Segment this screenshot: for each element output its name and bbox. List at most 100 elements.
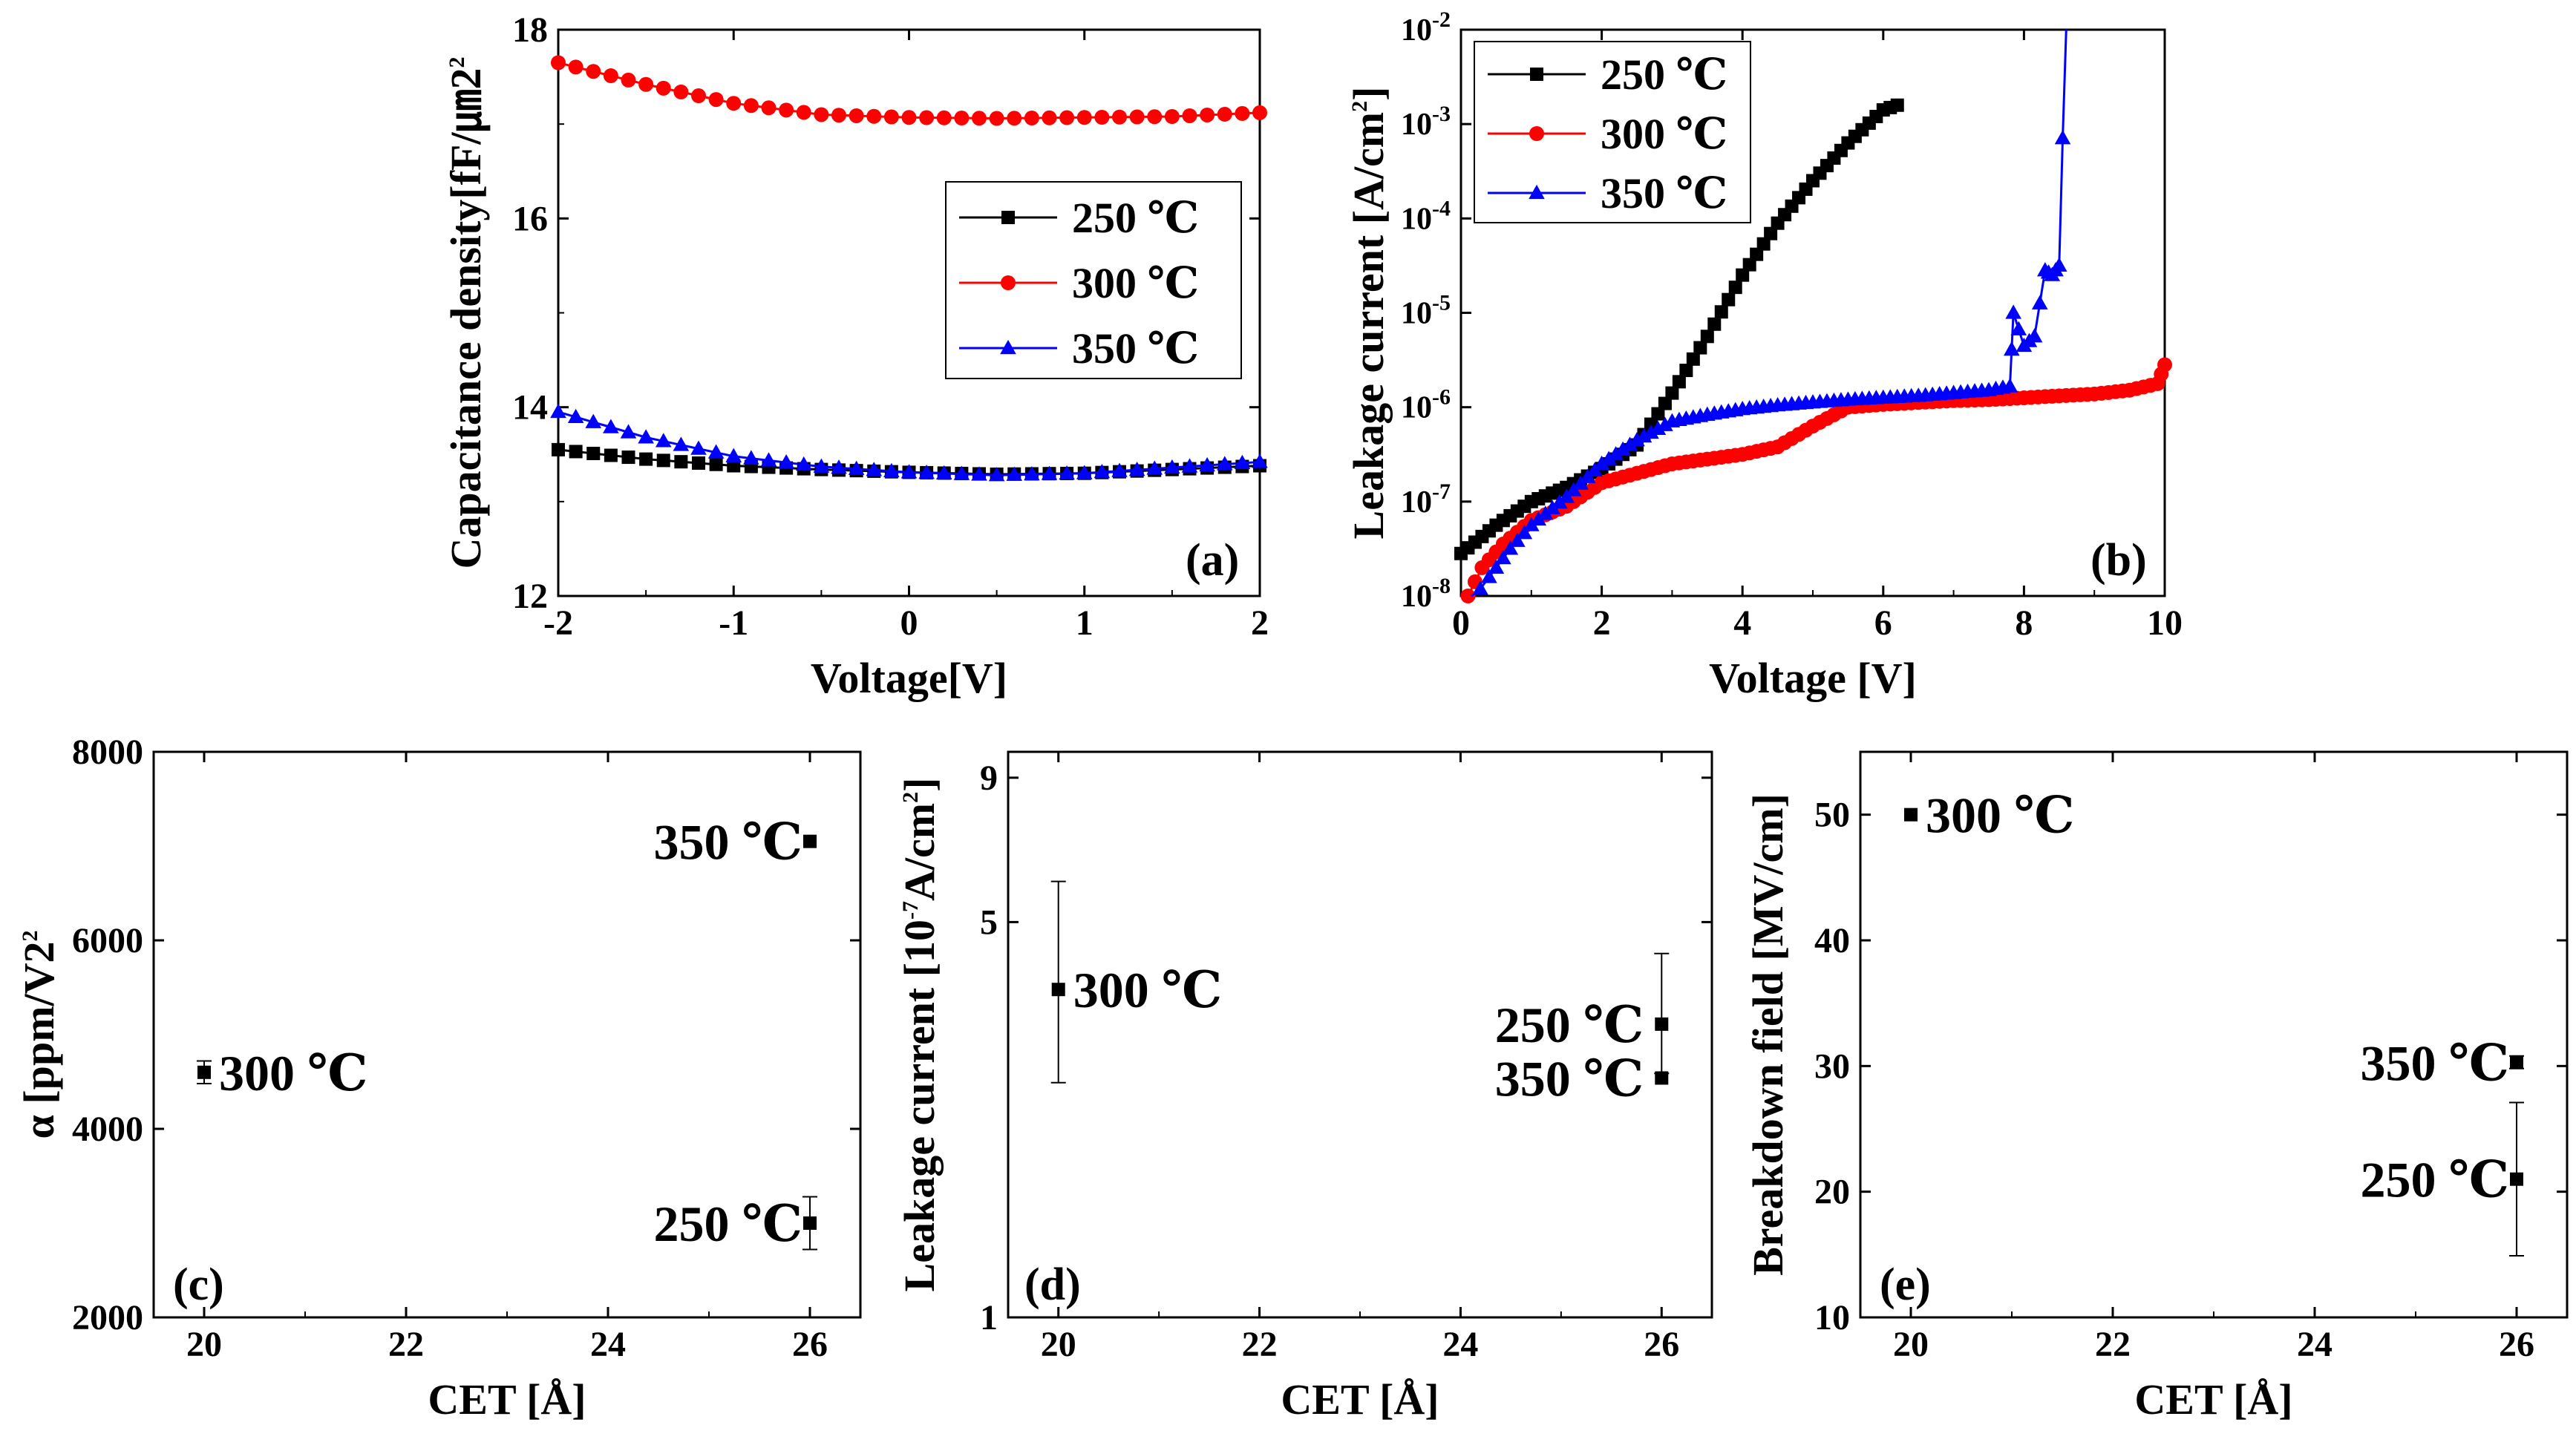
- data-point: [1128, 461, 1145, 476]
- x-tick-label: -1: [719, 603, 748, 643]
- legend-entry: 350 ℃: [1072, 324, 1199, 373]
- data-point: [1621, 436, 1638, 451]
- data-point: [1059, 465, 1075, 480]
- data-point: [1481, 569, 1497, 583]
- x-tick-label: 1: [1076, 603, 1094, 643]
- data-point-250℃: 250 ℃: [1495, 952, 1670, 1075]
- data-point: [1650, 420, 1667, 436]
- data-point: [707, 444, 725, 459]
- data-point: [1593, 455, 1610, 471]
- x-tick-label: 20: [1041, 1325, 1076, 1364]
- legend-box: [945, 181, 1242, 379]
- y-tick-label: 5: [980, 902, 998, 942]
- y-tick-exponent: -3: [1432, 102, 1451, 126]
- legend-marker: [1530, 68, 1543, 81]
- data-point: [919, 110, 935, 125]
- data-point: [1635, 427, 1653, 443]
- y-tick-label: 4000: [72, 1110, 143, 1149]
- series-350℃: [550, 403, 1268, 482]
- x-tick-label: 2: [1593, 603, 1611, 643]
- data-point: [1059, 110, 1075, 125]
- data-marker: [2510, 1055, 2523, 1069]
- y-tick-label: 14: [512, 388, 548, 427]
- legend-entry: 300 ℃: [1601, 110, 1727, 158]
- x-tick-label: 10: [2147, 603, 2183, 643]
- legend-marker: [1001, 211, 1015, 224]
- data-point: [603, 68, 618, 84]
- data-point: [1764, 226, 1778, 240]
- y-axis-label-end: ]: [1344, 87, 1393, 101]
- data-point: [954, 111, 970, 126]
- legend-entry: 250 ℃: [1601, 50, 1727, 99]
- data-point: [1024, 111, 1039, 126]
- data-point: [673, 84, 689, 99]
- point-label: 300 ℃: [219, 1045, 367, 1101]
- data-point: [1672, 375, 1686, 389]
- data-point: [1679, 364, 1693, 378]
- data-point: [1006, 466, 1023, 481]
- data-marker: [803, 834, 817, 848]
- chart-panel-c: 20 22 24 26 2000 4000 6000 8000 300 ℃ 350 ℃ 250 ℃ C…: [15, 733, 862, 1424]
- data-point: [1756, 237, 1771, 251]
- x-tick-label: 6: [1874, 603, 1892, 643]
- data-point: [725, 448, 742, 462]
- y-tick-label: 20: [1814, 1173, 1850, 1212]
- y-axis-label: α [ppm/V22: [15, 930, 63, 1139]
- x-tick-label: 8: [2015, 603, 2033, 643]
- data-point-250℃: 250 ℃: [2361, 1101, 2524, 1257]
- y-tick-label: 1: [980, 1298, 998, 1337]
- data-point: [2054, 130, 2071, 145]
- data-point: [935, 465, 952, 480]
- data-marker: [1655, 1017, 1669, 1031]
- y-tick-exponent: -7: [1432, 479, 1451, 504]
- point-label: 300 ℃: [1926, 787, 2074, 844]
- y-tick-base: 10: [1401, 202, 1432, 236]
- data-point: [604, 448, 618, 462]
- data-point: [1714, 305, 1728, 319]
- data-point: [1488, 559, 1505, 574]
- data-point: [866, 462, 883, 476]
- data-point: [1024, 466, 1040, 481]
- data-point: [1076, 465, 1093, 479]
- point-label: 350 ℃: [1495, 1050, 1644, 1107]
- data-point: [674, 455, 688, 469]
- y-tick-label: 10-3: [1401, 102, 1451, 142]
- data-point: [1199, 456, 1215, 472]
- data-point: [953, 465, 970, 480]
- y-tick-label: 9: [980, 759, 998, 798]
- x-tick-label: 26: [792, 1325, 828, 1364]
- data-point: [551, 55, 566, 71]
- data-point: [989, 111, 1004, 126]
- y-axis-label-mid: A/cm: [895, 803, 944, 901]
- data-point: [1041, 465, 1058, 480]
- y-axis-label: Breakdown field [MV/cm]: [1744, 793, 1792, 1276]
- data-point: [691, 88, 706, 104]
- legend-marker: [1529, 126, 1544, 141]
- data-point: [743, 450, 759, 465]
- x-axis-label: Voltage [V]: [1709, 654, 1917, 702]
- data-point: [1651, 407, 1665, 421]
- data-point: [1147, 109, 1163, 125]
- point-label: 250 ℃: [2361, 1152, 2509, 1208]
- data-point: [796, 105, 811, 120]
- data-point: [1607, 446, 1624, 461]
- y-tick-label: 10-7: [1401, 479, 1451, 520]
- data-point: [1722, 292, 1736, 307]
- data-point: [567, 408, 584, 423]
- data-point: [2157, 357, 2172, 373]
- data-point: [726, 96, 742, 111]
- y-axis-label-superscript: 2: [445, 57, 469, 68]
- data-point: [1472, 580, 1488, 595]
- data-point: [849, 108, 864, 123]
- data-point: [2004, 341, 2020, 356]
- x-tick-label: 24: [2297, 1325, 2333, 1364]
- data-point: [1252, 453, 1268, 468]
- data-point: [2026, 328, 2043, 343]
- y-tick-label: 50: [1814, 796, 1850, 835]
- data-point-250℃: 250 ℃: [654, 1196, 817, 1252]
- y-tick-label: 10-6: [1401, 385, 1451, 425]
- legend-marker: [1000, 339, 1016, 355]
- data-marker: [197, 1065, 211, 1079]
- data-point: [918, 465, 935, 479]
- data-point: [1234, 454, 1251, 470]
